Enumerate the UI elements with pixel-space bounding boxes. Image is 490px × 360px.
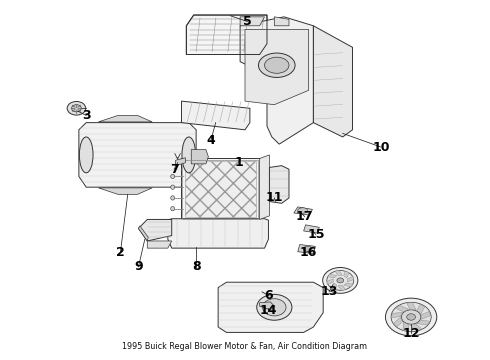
Text: 2: 2 bbox=[116, 246, 125, 259]
Ellipse shape bbox=[327, 271, 354, 290]
Polygon shape bbox=[98, 116, 152, 122]
Ellipse shape bbox=[263, 299, 286, 316]
Text: 7: 7 bbox=[170, 163, 178, 176]
Text: 10: 10 bbox=[372, 140, 390, 153]
Text: 8: 8 bbox=[192, 260, 200, 273]
Ellipse shape bbox=[258, 53, 295, 77]
Polygon shape bbox=[304, 225, 319, 233]
Polygon shape bbox=[139, 226, 148, 241]
Polygon shape bbox=[393, 318, 403, 327]
Text: 14: 14 bbox=[260, 305, 277, 318]
Ellipse shape bbox=[171, 174, 174, 179]
Text: 16: 16 bbox=[300, 246, 317, 259]
Polygon shape bbox=[421, 311, 431, 319]
Polygon shape bbox=[335, 270, 343, 275]
Text: 9: 9 bbox=[134, 260, 143, 273]
Polygon shape bbox=[79, 123, 196, 187]
Polygon shape bbox=[218, 282, 323, 332]
Ellipse shape bbox=[337, 278, 343, 283]
Text: 17: 17 bbox=[296, 210, 314, 223]
Text: 13: 13 bbox=[320, 285, 338, 298]
Polygon shape bbox=[147, 241, 172, 248]
Polygon shape bbox=[314, 26, 352, 137]
Polygon shape bbox=[294, 207, 313, 215]
Polygon shape bbox=[139, 220, 172, 241]
Polygon shape bbox=[98, 188, 152, 194]
Ellipse shape bbox=[386, 298, 437, 336]
Polygon shape bbox=[298, 244, 316, 253]
Text: 3: 3 bbox=[82, 109, 91, 122]
Polygon shape bbox=[245, 30, 309, 105]
Ellipse shape bbox=[182, 137, 196, 173]
Text: 5: 5 bbox=[243, 15, 252, 28]
Polygon shape bbox=[417, 320, 430, 325]
Ellipse shape bbox=[171, 196, 174, 200]
Polygon shape bbox=[191, 149, 208, 164]
Polygon shape bbox=[186, 15, 267, 54]
Polygon shape bbox=[338, 285, 345, 291]
Polygon shape bbox=[407, 303, 416, 310]
Polygon shape bbox=[347, 276, 354, 282]
Polygon shape bbox=[343, 271, 349, 278]
Ellipse shape bbox=[401, 310, 421, 324]
Polygon shape bbox=[403, 322, 409, 331]
Bar bbox=[185, 161, 256, 217]
Polygon shape bbox=[327, 279, 333, 284]
Polygon shape bbox=[181, 158, 260, 220]
Polygon shape bbox=[328, 274, 337, 278]
Ellipse shape bbox=[67, 102, 86, 115]
Polygon shape bbox=[260, 302, 274, 310]
Polygon shape bbox=[181, 101, 250, 130]
Polygon shape bbox=[410, 324, 422, 331]
Text: 12: 12 bbox=[402, 327, 420, 340]
Polygon shape bbox=[343, 283, 353, 287]
Polygon shape bbox=[168, 219, 269, 248]
Ellipse shape bbox=[298, 208, 308, 213]
Ellipse shape bbox=[257, 294, 292, 320]
Ellipse shape bbox=[72, 105, 81, 112]
Ellipse shape bbox=[323, 267, 358, 293]
Ellipse shape bbox=[265, 57, 289, 73]
Text: 11: 11 bbox=[266, 192, 283, 204]
Polygon shape bbox=[270, 166, 289, 203]
Ellipse shape bbox=[407, 314, 416, 320]
Polygon shape bbox=[332, 283, 337, 290]
Text: 15: 15 bbox=[307, 228, 324, 241]
Ellipse shape bbox=[303, 246, 312, 251]
Polygon shape bbox=[392, 312, 403, 318]
Ellipse shape bbox=[79, 137, 93, 173]
Polygon shape bbox=[260, 155, 270, 220]
Ellipse shape bbox=[171, 185, 174, 189]
Polygon shape bbox=[395, 305, 409, 312]
Polygon shape bbox=[240, 17, 314, 144]
Polygon shape bbox=[175, 158, 185, 166]
Text: 1995 Buick Regal Blower Motor & Fan, Air Condition Diagram: 1995 Buick Regal Blower Motor & Fan, Air… bbox=[122, 342, 368, 351]
Bar bbox=[182, 160, 258, 219]
Polygon shape bbox=[240, 17, 265, 26]
Text: 4: 4 bbox=[206, 134, 215, 147]
Ellipse shape bbox=[391, 302, 431, 332]
Text: 6: 6 bbox=[264, 289, 273, 302]
Text: 1: 1 bbox=[235, 156, 244, 169]
Polygon shape bbox=[417, 304, 425, 314]
Polygon shape bbox=[274, 17, 289, 26]
Ellipse shape bbox=[171, 207, 174, 211]
